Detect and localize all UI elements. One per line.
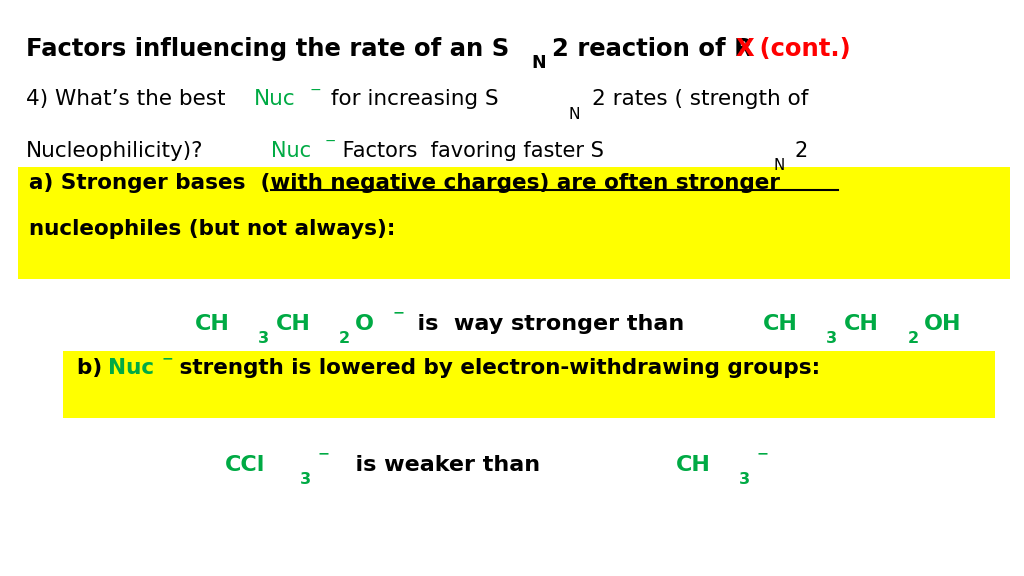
Text: Nuc: Nuc	[254, 89, 295, 109]
Text: 2: 2	[795, 141, 808, 161]
Text: b): b)	[77, 358, 110, 378]
Text: Nucleophilicity)?: Nucleophilicity)?	[26, 141, 203, 161]
Text: 2 rates ( strength of: 2 rates ( strength of	[592, 89, 808, 109]
Text: for increasing S: for increasing S	[324, 89, 499, 109]
Text: (cont.): (cont.)	[751, 37, 850, 62]
Text: is  way stronger than: is way stronger than	[402, 314, 692, 334]
Text: CCl: CCl	[225, 455, 265, 475]
Text: X: X	[735, 37, 754, 62]
Text: a) Stronger bases  (with negative charges) are often stronger: a) Stronger bases (with negative charges…	[29, 173, 779, 193]
Text: 2 reaction of R: 2 reaction of R	[552, 37, 753, 62]
Text: OH: OH	[924, 314, 962, 334]
Text: O: O	[355, 314, 375, 334]
Text: Nuc: Nuc	[271, 141, 311, 161]
Text: 3: 3	[300, 472, 311, 487]
Text: Nuc: Nuc	[108, 358, 154, 378]
Text: 2: 2	[907, 331, 919, 346]
Text: −: −	[162, 351, 173, 365]
Text: −: −	[757, 446, 769, 460]
Text: 4) What’s the best: 4) What’s the best	[26, 89, 232, 109]
Text: −: −	[325, 134, 336, 148]
Text: −: −	[309, 82, 322, 96]
Text: 3: 3	[258, 331, 269, 346]
Text: 3: 3	[739, 472, 751, 487]
Text: 2: 2	[339, 331, 350, 346]
Text: N: N	[530, 54, 546, 71]
Text: −: −	[317, 446, 330, 460]
Text: is weaker than: is weaker than	[340, 455, 548, 475]
FancyBboxPatch shape	[18, 167, 1010, 279]
Text: CH: CH	[676, 455, 711, 475]
Text: N: N	[773, 158, 784, 173]
Text: Factors influencing the rate of an S: Factors influencing the rate of an S	[26, 37, 509, 62]
Text: nucleophiles (but not always):: nucleophiles (but not always):	[29, 219, 395, 239]
Text: N: N	[569, 107, 581, 122]
Text: CH: CH	[275, 314, 310, 334]
Text: CH: CH	[195, 314, 229, 334]
Text: Factors  favoring faster S: Factors favoring faster S	[336, 141, 604, 161]
Text: strength is lowered by electron-withdrawing groups:: strength is lowered by electron-withdraw…	[172, 358, 820, 378]
Text: CH: CH	[844, 314, 879, 334]
FancyBboxPatch shape	[63, 351, 995, 418]
Text: −: −	[392, 305, 404, 319]
Text: CH: CH	[763, 314, 798, 334]
Text: 3: 3	[826, 331, 838, 346]
